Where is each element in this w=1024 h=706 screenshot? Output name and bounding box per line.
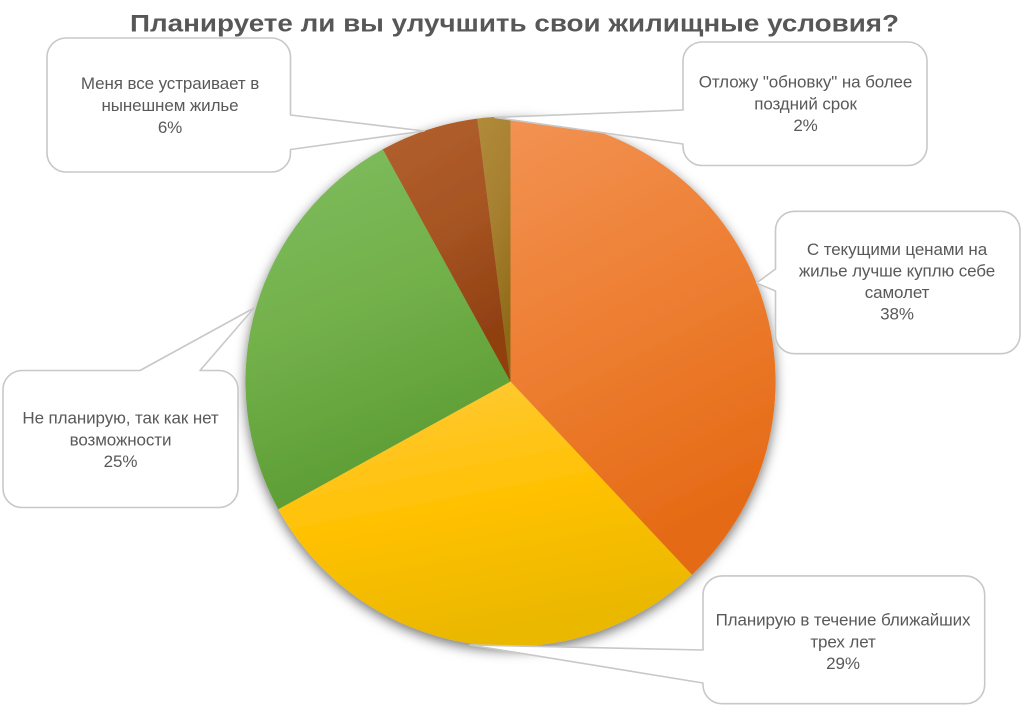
svg-text:жилье лучше куплю себе: жилье лучше куплю себе (799, 262, 995, 281)
svg-text:2%: 2% (793, 116, 817, 135)
svg-text:Не планирую, так как нет: Не планирую, так как нет (22, 409, 218, 428)
svg-text:поздний срок: поздний срок (754, 94, 857, 113)
svg-text:трех лет: трех лет (810, 632, 876, 651)
svg-text:нынешнем жилье: нынешнем жилье (101, 96, 238, 115)
svg-text:29%: 29% (826, 654, 860, 673)
svg-text:С текущими ценами на: С текущими ценами на (807, 240, 988, 259)
svg-text:самолет: самолет (865, 283, 930, 302)
svg-text:возможности: возможности (70, 431, 172, 450)
svg-text:25%: 25% (104, 452, 138, 471)
svg-text:Меня все устраивает в: Меня все устраивает в (81, 74, 259, 93)
svg-text:38%: 38% (880, 305, 914, 324)
svg-text:Планируете ли вы улучшить свои: Планируете ли вы улучшить свои жилищные … (130, 10, 899, 37)
svg-text:Планирую в течение ближайших: Планирую в течение ближайших (716, 610, 971, 629)
svg-text:6%: 6% (158, 118, 182, 137)
svg-text:Отложу "обновку" на более: Отложу "обновку" на более (699, 73, 913, 92)
